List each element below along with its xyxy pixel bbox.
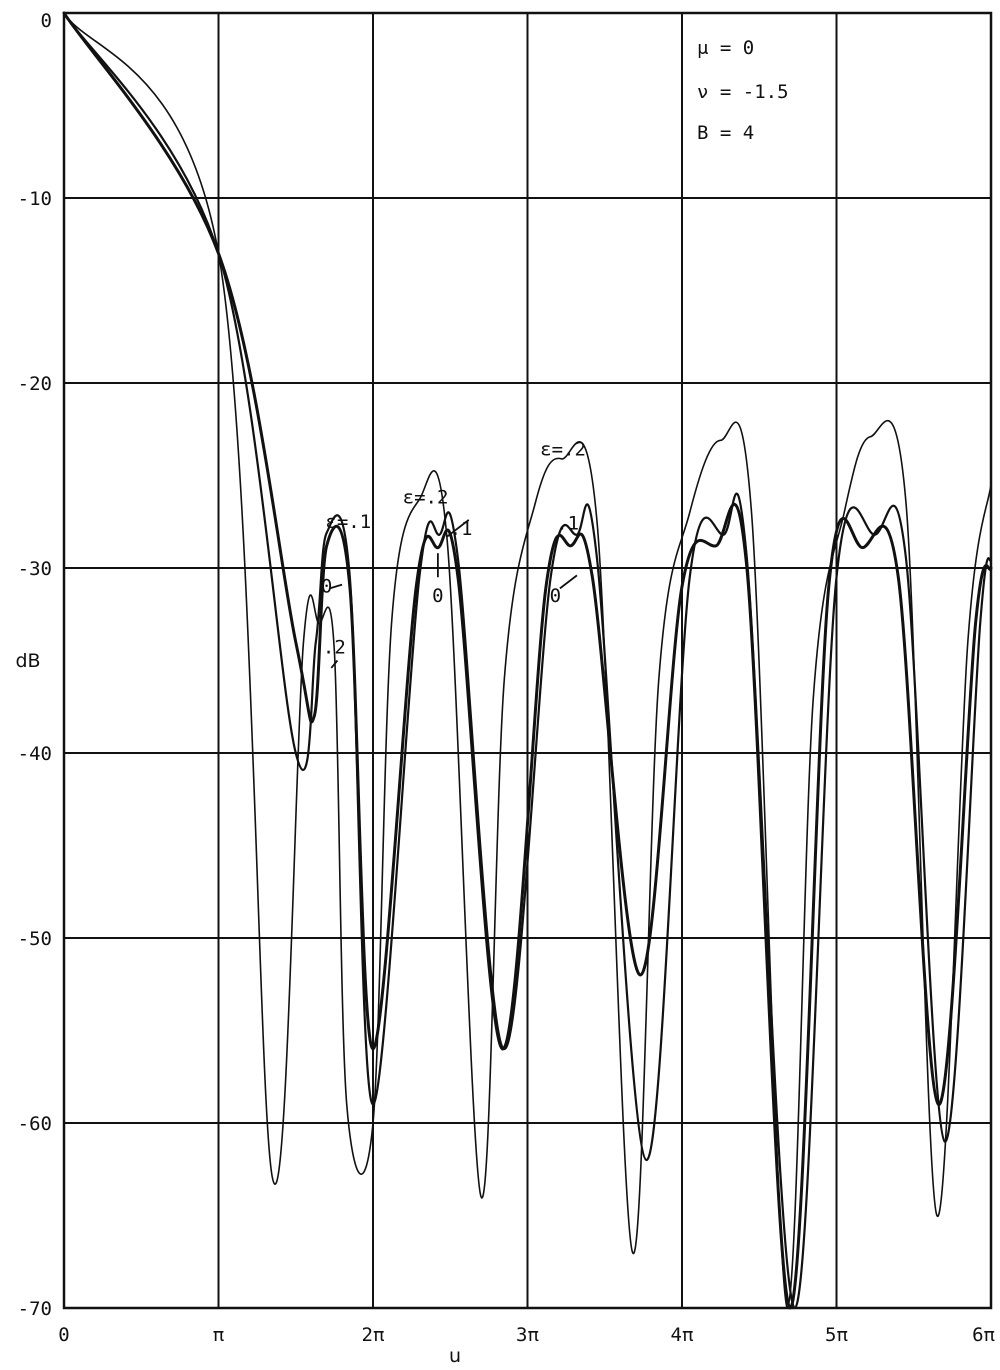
annotation-arrow bbox=[559, 574, 578, 590]
x-tick-label: 5π bbox=[825, 1324, 848, 1346]
y-tick-label: -60 bbox=[18, 1113, 52, 1135]
curve-annotation: ε=.2 bbox=[540, 439, 586, 461]
series-line-eps-2 bbox=[63, 12, 992, 1309]
curve-annotation: 0 bbox=[432, 585, 443, 607]
y-tick-label: -70 bbox=[18, 1298, 52, 1320]
curves bbox=[62, 11, 993, 1310]
y-tick-label: -20 bbox=[18, 373, 52, 395]
grid bbox=[64, 13, 991, 1308]
series-line-eps-1 bbox=[62, 11, 993, 1310]
y-tick-label: -10 bbox=[18, 188, 52, 210]
curve-annotation: 0 bbox=[321, 576, 332, 598]
annotation-arrow bbox=[330, 659, 339, 669]
param-mu: μ = 0 bbox=[697, 37, 754, 59]
x-tick-label: 4π bbox=[671, 1324, 694, 1346]
annotation-arrow bbox=[446, 519, 470, 538]
y-tick-label: -40 bbox=[18, 743, 52, 765]
curve-annotation: ε=.2 bbox=[403, 487, 449, 509]
curve-annotation: .2 bbox=[323, 637, 346, 659]
y-tick-label: 0 bbox=[41, 10, 52, 32]
x-tick-label: π bbox=[213, 1324, 224, 1346]
x-tick-label: 3π bbox=[516, 1324, 539, 1346]
curve-annotation: 0 bbox=[550, 585, 561, 607]
plot-frame bbox=[62, 11, 993, 1310]
curve-annotation: .1 bbox=[556, 513, 579, 535]
series-line-eps-0 bbox=[62, 11, 993, 1310]
y-tick-label: -50 bbox=[18, 928, 52, 950]
curve-annotation: .1 bbox=[450, 518, 473, 540]
x-tick-label: 6π bbox=[972, 1324, 995, 1346]
x-tick-label: 0 bbox=[58, 1324, 69, 1346]
labels: 0 π 2π 3π 4π 5π 6π 0 -10 -20 -30 -40 -50 -60 -70 ε=.1 0.… bbox=[18, 10, 995, 1346]
param-b: B = 4 bbox=[697, 122, 754, 144]
parameter-box: μ = 0 ν = -1.5 B = 4 bbox=[697, 37, 789, 144]
y-axis-label: dB bbox=[15, 650, 40, 672]
annotation-arrow bbox=[329, 583, 343, 590]
x-axis-label: u bbox=[449, 1345, 461, 1367]
param-nu: ν = -1.5 bbox=[697, 81, 789, 103]
x-tick-label: 2π bbox=[362, 1324, 385, 1346]
y-tick-label: -30 bbox=[18, 558, 52, 580]
curve-annotation: ε=.1 bbox=[325, 511, 371, 533]
